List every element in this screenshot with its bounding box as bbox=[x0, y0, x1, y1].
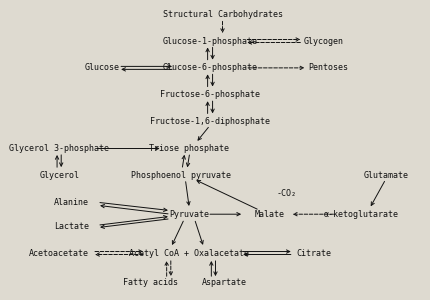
Text: Lactate: Lactate bbox=[54, 222, 89, 231]
Text: α-ketoglutarate: α-ketoglutarate bbox=[323, 210, 399, 219]
Text: Triose phosphate: Triose phosphate bbox=[149, 144, 230, 153]
Text: Glycerol 3-phosphate: Glycerol 3-phosphate bbox=[9, 144, 109, 153]
Text: Acetoacetate: Acetoacetate bbox=[29, 248, 89, 257]
Text: Glycerol: Glycerol bbox=[39, 171, 79, 180]
Text: Glucose-1-phosphate: Glucose-1-phosphate bbox=[163, 37, 258, 46]
Text: Pentoses: Pentoses bbox=[308, 63, 348, 72]
Text: Fructose-1,6-diphosphate: Fructose-1,6-diphosphate bbox=[150, 117, 270, 126]
Text: Glutamate: Glutamate bbox=[363, 171, 408, 180]
Text: Malate: Malate bbox=[255, 210, 285, 219]
Text: Phosphoenol pyruvate: Phosphoenol pyruvate bbox=[131, 171, 231, 180]
Text: Glucose: Glucose bbox=[85, 63, 120, 72]
Text: Citrate: Citrate bbox=[296, 248, 331, 257]
Text: Glucose-6-phosphate: Glucose-6-phosphate bbox=[163, 63, 258, 72]
Text: Alanine: Alanine bbox=[54, 198, 89, 207]
Text: Structural Carbohydrates: Structural Carbohydrates bbox=[163, 10, 283, 19]
Text: Pyruvate: Pyruvate bbox=[169, 210, 209, 219]
Text: Fatty acids: Fatty acids bbox=[123, 278, 178, 287]
Text: Aspartate: Aspartate bbox=[202, 278, 247, 287]
Text: Glycogen: Glycogen bbox=[304, 37, 344, 46]
Text: Acetyl CoA + Oxalacetate: Acetyl CoA + Oxalacetate bbox=[129, 248, 249, 257]
Text: -CO₂: -CO₂ bbox=[276, 189, 297, 198]
Text: Fructose-6-phosphate: Fructose-6-phosphate bbox=[160, 90, 260, 99]
